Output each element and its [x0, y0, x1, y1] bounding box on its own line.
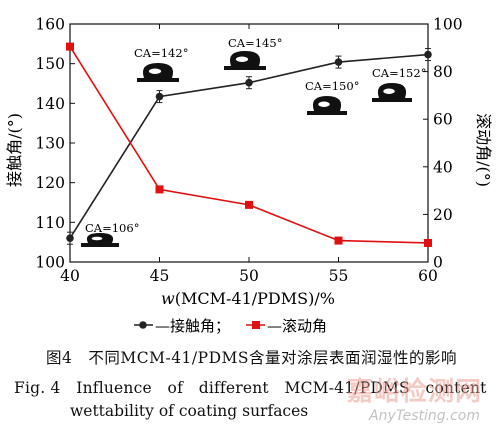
watermark-cn: 嘉峪检测网 [346, 377, 482, 407]
x-tick-label: 45 [150, 267, 170, 285]
figure-caption-cn: 图4 不同MCM-41/PDMS含量对涂层表面润湿性的影响 [46, 349, 457, 367]
substrate-icon [137, 78, 179, 82]
legend-label-rolling: —滚动角 [267, 317, 327, 335]
legend-marker-contact [139, 321, 147, 329]
y-tick-label-right: 40 [433, 158, 453, 176]
y-tick-label-left: 130 [35, 135, 65, 153]
y-tick-label-left: 110 [35, 214, 65, 232]
figure-caption-en-line1: Fig. 4 Influence of different MCM-41/PDM… [14, 379, 500, 397]
y-tick-label-right: 100 [433, 16, 463, 34]
substrate-icon [224, 66, 266, 70]
figure-caption-en-line2: wettability of coating surfaces [70, 402, 309, 420]
x-axis-label: w(MCM-41/PDMS)/% [161, 289, 335, 308]
data-series [66, 42, 432, 247]
y-tick-label-left: 150 [35, 55, 65, 73]
contact-angle-annotation: CA=152° [372, 66, 426, 80]
y-tick-label-left: 140 [35, 95, 65, 113]
substrate-icon [307, 111, 347, 115]
y-tick-label-right: 20 [433, 206, 453, 224]
data-point-rolling-angle [334, 236, 343, 245]
x-tick-label: 40 [60, 267, 80, 285]
droplet-highlight-icon [383, 88, 395, 94]
contact-angle-annotation: CA=142° [134, 46, 188, 60]
y-tick-label-left: 160 [35, 16, 65, 34]
data-point-rolling-angle [66, 42, 74, 51]
droplet-insets: CA=106° CA=142° CA=145° CA=150° CA=152° [81, 36, 426, 247]
watermark-en: AnyTesting.com [369, 408, 480, 424]
substrate-icon [81, 243, 119, 247]
chart: 40 45 50 55 60 100 110 120 130 140 150 160 0 20 40 60 80… [5, 16, 493, 336]
droplet-highlight-icon [235, 56, 249, 62]
axis-labels: w(MCM-41/PDMS)/% 接触角/(°) 滚动角/(°) [5, 113, 493, 308]
droplet-highlight-icon [91, 236, 103, 241]
y-axis-label-left: 接触角/(°) [5, 113, 24, 187]
y-tick-label-right: 80 [433, 63, 453, 81]
droplet-highlight-icon [318, 101, 330, 107]
substrate-icon [372, 98, 412, 102]
y-tick-label-left: 100 [35, 254, 65, 272]
x-tick-label: 55 [329, 267, 349, 285]
contact-angle-annotation: CA=145° [228, 36, 282, 50]
x-tick-label: 50 [239, 267, 259, 285]
y-tick-label-right: 0 [433, 254, 443, 272]
y-axis-label-right: 滚动角/(°) [474, 113, 493, 187]
legend-marker-rolling [252, 321, 260, 329]
legend-label-contact: —接触角； [155, 317, 230, 335]
contact-angle-annotation: CA=106° [85, 221, 139, 235]
y-tick-label-left: 120 [35, 174, 65, 192]
legend: —接触角； —滚动角 [134, 317, 327, 335]
droplet-highlight-icon [148, 68, 162, 74]
x-tick-label: 60 [418, 267, 438, 285]
axis-ticks: 40 45 50 55 60 100 110 120 130 140 150 160 0 20 40 60 80… [35, 16, 462, 286]
y-tick-label-right: 60 [433, 111, 453, 129]
data-point-rolling-angle [424, 238, 432, 247]
contact-angle-annotation: CA=150° [305, 79, 359, 93]
data-point-rolling-angle [245, 200, 253, 209]
data-point-rolling-angle [155, 185, 164, 194]
